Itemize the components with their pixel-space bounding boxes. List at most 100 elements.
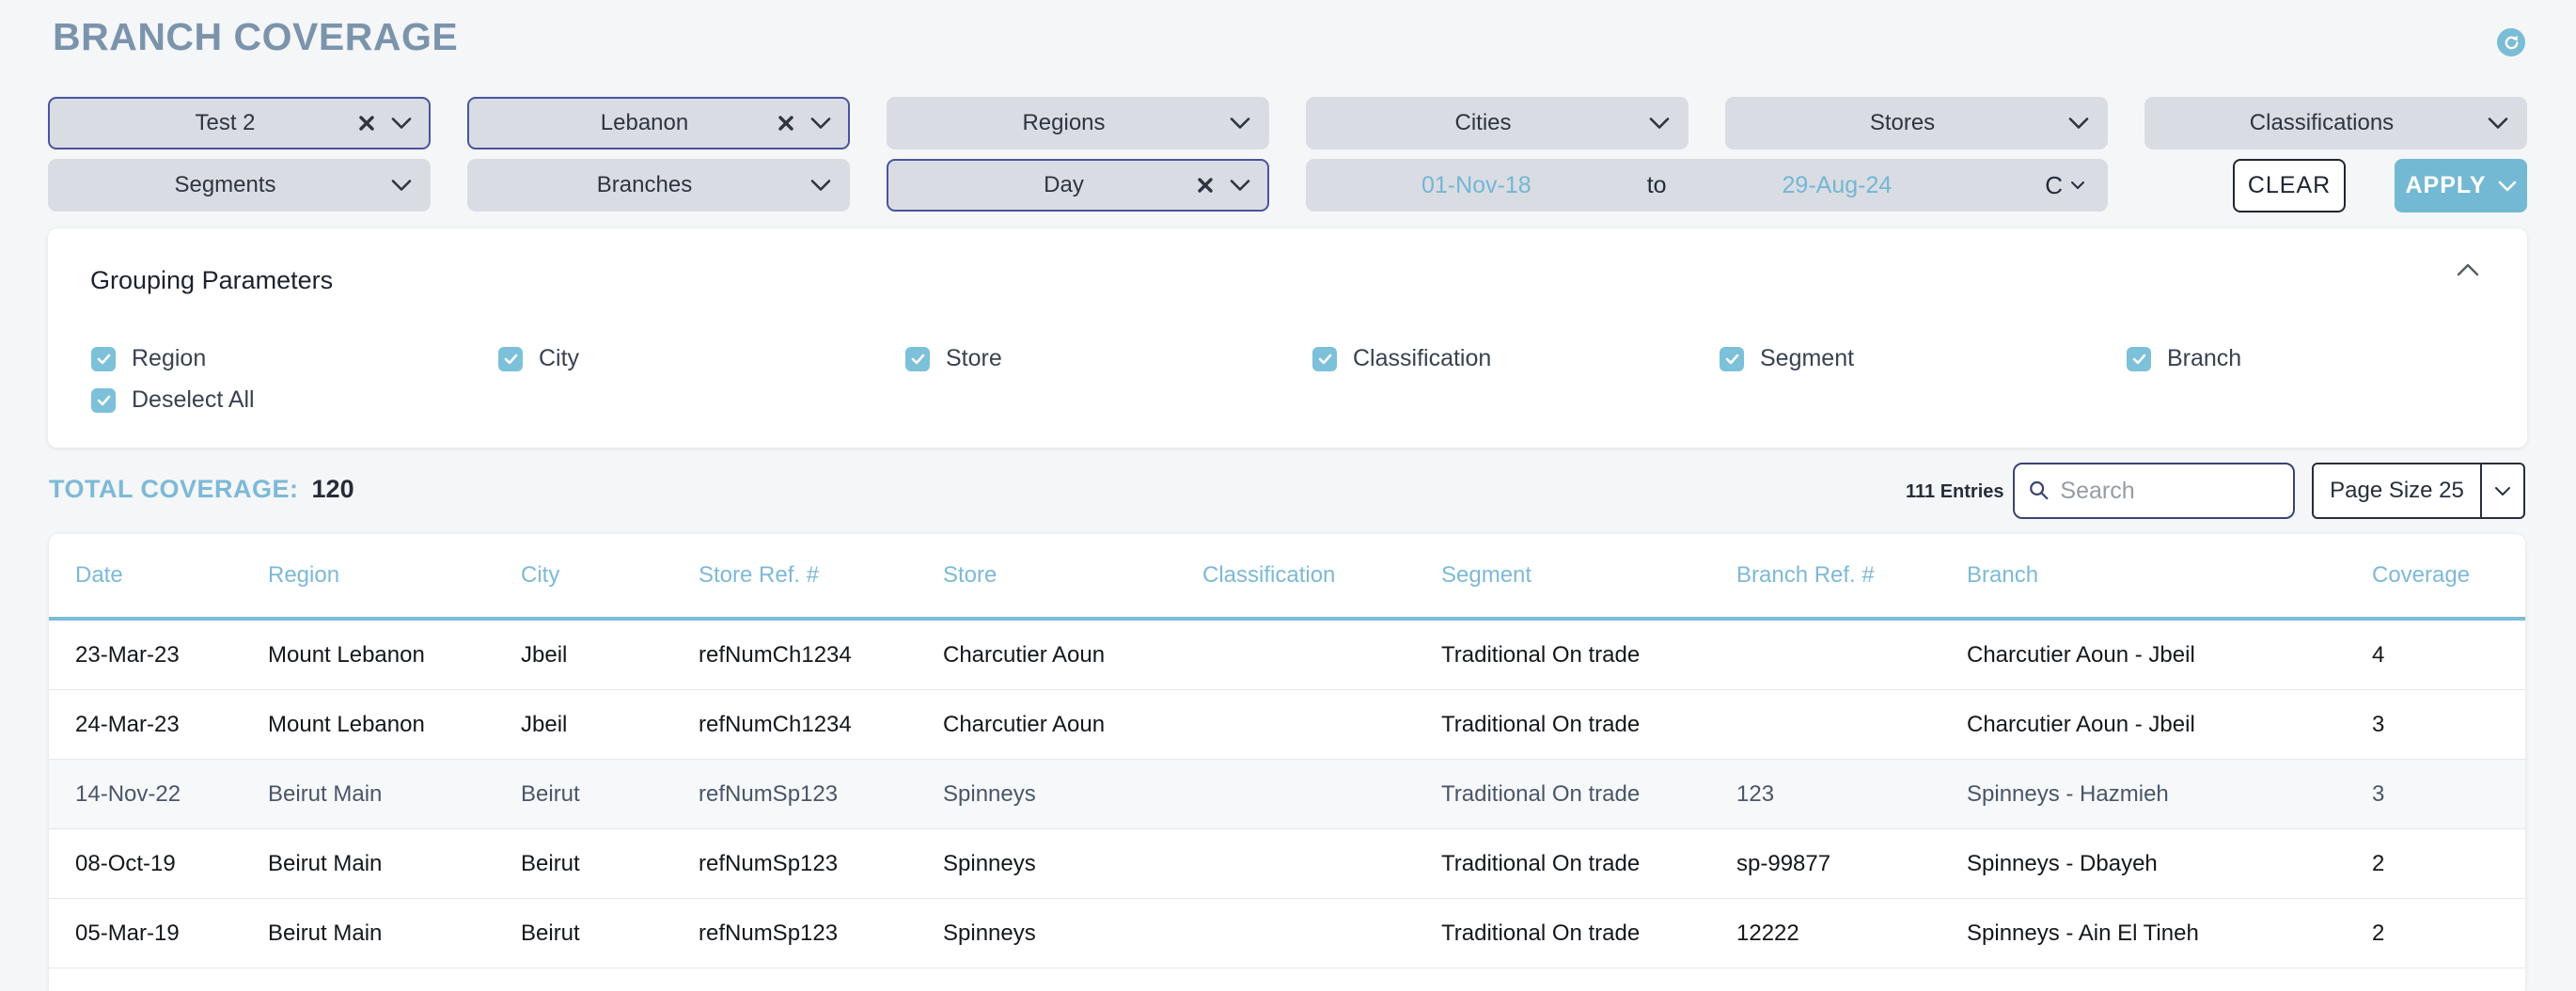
- filter-branches[interactable]: Branches: [467, 159, 850, 212]
- cell-segment: Traditional On trade: [1441, 711, 1641, 737]
- search-box[interactable]: [2013, 463, 2295, 519]
- chevron-down-icon[interactable]: [1230, 117, 1250, 130]
- grouping-checkbox-store[interactable]: Store: [905, 345, 1312, 372]
- col-header-date[interactable]: Date: [75, 562, 123, 588]
- clear-x-icon[interactable]: [777, 114, 795, 133]
- deselect-all-checkbox[interactable]: Deselect All: [91, 386, 255, 414]
- checkbox-label: Segment: [1760, 345, 1855, 371]
- cell-store: Charcutier Aoun: [943, 641, 1106, 668]
- chevron-down-icon[interactable]: [810, 117, 831, 130]
- table-row[interactable]: 08-Oct-19 Beirut Main Beirut refNumSp123…: [49, 829, 2525, 899]
- grouping-checkbox-classification[interactable]: Classification: [1312, 345, 1720, 372]
- cell-coverage: 3: [2372, 711, 2385, 737]
- filter-label: Day: [1044, 172, 1084, 197]
- chevron-down-icon[interactable]: [391, 117, 412, 130]
- table-row[interactable]: 14-Nov-22 Beirut Main Beirut refNumSp123…: [49, 760, 2525, 829]
- table-row[interactable]: 05-Mar-19 Beirut Main Beirut refNumSp123…: [49, 899, 2525, 968]
- checkbox-checked-icon: [1720, 346, 1744, 371]
- filter-stores[interactable]: Stores: [1725, 97, 2108, 149]
- chevron-down-icon[interactable]: [2068, 117, 2089, 130]
- date-presets-toggle[interactable]: C: [2007, 171, 2108, 200]
- filter-label: Classifications: [2249, 110, 2395, 135]
- cell-branch-ref: 123: [1736, 780, 1775, 807]
- refresh-icon[interactable]: [2497, 28, 2525, 56]
- chevron-down-icon[interactable]: [2488, 117, 2508, 130]
- entries-count: 111 Entries: [1906, 481, 2004, 502]
- cell-date: 05-Mar-19: [75, 920, 180, 946]
- grouping-checkbox-branch[interactable]: Branch: [2127, 345, 2534, 372]
- cell-segment: Traditional On trade: [1441, 641, 1641, 668]
- cell-store-ref: refNumCh1234: [699, 711, 852, 737]
- date-presets-label: C: [2045, 170, 2064, 199]
- filters-section: Test 2 Lebanon Regions Cities: [48, 97, 2527, 212]
- grouping-checkbox-region[interactable]: Region: [91, 345, 498, 372]
- col-header-branch[interactable]: Branch: [1967, 562, 2039, 588]
- chevron-down-icon: [2498, 181, 2516, 191]
- col-header-city[interactable]: City: [521, 562, 560, 588]
- filter-label: Stores: [1869, 110, 1936, 135]
- cell-coverage: 2: [2372, 850, 2385, 876]
- filter-countries[interactable]: Lebanon: [467, 97, 850, 149]
- grouping-checkbox-city[interactable]: City: [498, 345, 905, 372]
- cell-segment: Traditional On trade: [1441, 850, 1641, 876]
- search-icon: [2030, 480, 2049, 500]
- filter-label: Branches: [596, 172, 693, 197]
- grouping-checkbox-segment[interactable]: Segment: [1720, 345, 2127, 372]
- chevron-up-icon: [2457, 263, 2479, 276]
- chevron-down-icon[interactable]: [1230, 179, 1250, 192]
- cell-city: Jbeil: [521, 711, 568, 737]
- chevron-down-icon[interactable]: [810, 179, 831, 192]
- checkbox-checked-icon: [91, 387, 116, 413]
- filter-period-day[interactable]: Day: [887, 159, 1269, 212]
- cell-city: Jbeil: [521, 641, 568, 668]
- cell-date: 23-Mar-23: [75, 641, 180, 668]
- clear-x-icon[interactable]: [1196, 176, 1215, 195]
- filter-label: Test 2: [195, 110, 256, 135]
- cell-store: Spinneys: [943, 780, 1036, 807]
- total-coverage-label: TOTAL COVERAGE:: [49, 475, 299, 503]
- cell-store: Charcutier Aoun: [943, 711, 1106, 737]
- clear-button[interactable]: CLEAR: [2233, 159, 2346, 212]
- col-header-store[interactable]: Store: [943, 562, 997, 588]
- cell-date: 24-Mar-23: [75, 711, 180, 737]
- apply-label: APPLY: [2405, 172, 2487, 198]
- date-start[interactable]: 01-Nov-18: [1421, 171, 1531, 198]
- search-input[interactable]: [2060, 477, 2280, 505]
- chevron-down-icon[interactable]: [1649, 117, 1670, 130]
- checkbox-label: Store: [946, 345, 1002, 371]
- apply-button[interactable]: APPLY: [2395, 159, 2527, 212]
- total-coverage-value: 120: [311, 475, 354, 503]
- filter-label: Segments: [174, 172, 276, 197]
- filter-classifications[interactable]: Classifications: [2144, 97, 2527, 149]
- collapse-panel-button[interactable]: [2456, 262, 2480, 277]
- date-range-picker[interactable]: 01-Nov-18 to 29-Aug-24 C: [1306, 159, 2108, 212]
- checkbox-label: Deselect All: [132, 386, 255, 413]
- cell-store-ref: refNumCh1234: [699, 641, 852, 668]
- page-size-caret[interactable]: [2480, 464, 2523, 517]
- cell-region: Mount Lebanon: [268, 711, 425, 737]
- filter-cities[interactable]: Cities: [1306, 97, 1689, 149]
- filter-segments[interactable]: Segments: [48, 159, 431, 212]
- col-header-segment[interactable]: Segment: [1441, 562, 1532, 588]
- col-header-coverage[interactable]: Coverage: [2372, 562, 2471, 588]
- date-end[interactable]: 29-Aug-24: [1782, 171, 1893, 198]
- table-row[interactable]: 23-Mar-23 Mount Lebanon Jbeil refNumCh12…: [49, 621, 2525, 690]
- col-header-classification[interactable]: Classification: [1202, 562, 1336, 588]
- chevron-down-icon[interactable]: [391, 179, 412, 192]
- page-size-select[interactable]: Page Size 25: [2312, 463, 2525, 519]
- checkbox-checked-icon: [905, 346, 930, 371]
- cell-region: Beirut Main: [268, 850, 383, 876]
- col-header-store-ref[interactable]: Store Ref. #: [699, 562, 820, 588]
- col-header-branch-ref[interactable]: Branch Ref. #: [1736, 562, 1875, 588]
- col-header-region[interactable]: Region: [268, 562, 340, 588]
- coverage-table: Date Region City Store Ref. # Store Clas…: [49, 534, 2525, 991]
- filter-suppliers[interactable]: Test 2: [48, 97, 431, 149]
- filter-label: Regions: [1022, 110, 1106, 135]
- grouping-title: Grouping Parameters: [90, 266, 334, 294]
- table-row[interactable]: 24-Mar-23 Mount Lebanon Jbeil refNumCh12…: [49, 690, 2525, 760]
- clear-x-icon[interactable]: [357, 114, 376, 133]
- filter-regions[interactable]: Regions: [887, 97, 1269, 149]
- cell-segment: Traditional On trade: [1441, 780, 1641, 807]
- cell-coverage: 2: [2372, 920, 2385, 946]
- cell-region: Mount Lebanon: [268, 641, 425, 668]
